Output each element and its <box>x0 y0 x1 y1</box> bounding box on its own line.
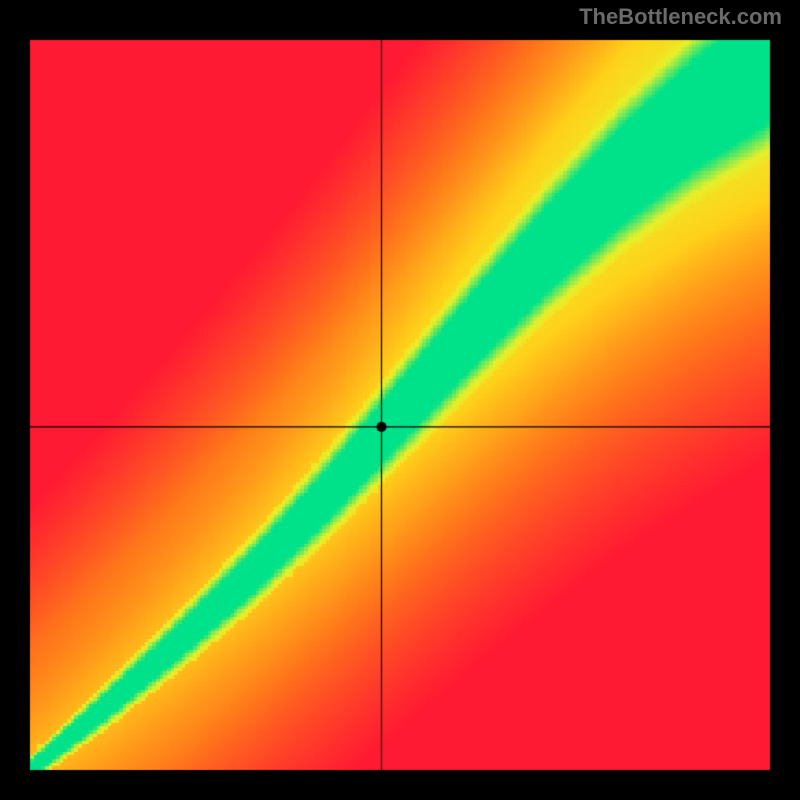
watermark-text: TheBottleneck.com <box>579 4 782 30</box>
bottleneck-heatmap <box>0 0 800 800</box>
chart-container: TheBottleneck.com <box>0 0 800 800</box>
